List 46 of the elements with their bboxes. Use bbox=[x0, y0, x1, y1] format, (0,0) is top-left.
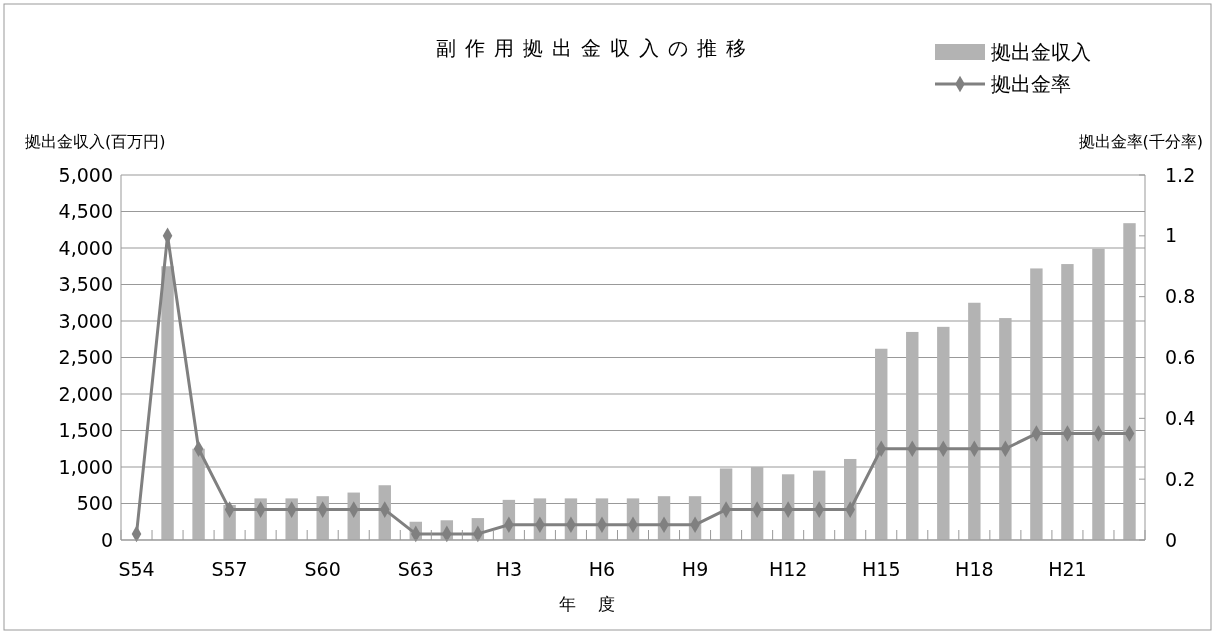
x-tick-label: H3 bbox=[495, 558, 523, 580]
y-tick-label: 2,500 bbox=[58, 346, 113, 369]
y-axis-title: 拠出金収入(百万円) bbox=[25, 132, 166, 151]
legend-label: 拠出金率 bbox=[991, 72, 1071, 96]
bar bbox=[968, 302, 981, 540]
y2-axis-title: 拠出金率(千分率) bbox=[1078, 132, 1203, 151]
x-tick-label: S57 bbox=[211, 558, 248, 580]
y-tick-label: 0 bbox=[100, 528, 113, 551]
y-tick-label: 3,000 bbox=[58, 309, 113, 332]
legend-label: 拠出金収入 bbox=[991, 40, 1091, 64]
bar bbox=[937, 326, 950, 540]
bar bbox=[1061, 264, 1074, 540]
x-tick-label: S63 bbox=[397, 558, 434, 580]
x-tick-label: S54 bbox=[118, 558, 155, 580]
bar bbox=[1092, 248, 1105, 540]
x-tick-label: H21 bbox=[1048, 558, 1087, 580]
x-tick-label: S60 bbox=[304, 558, 341, 580]
x-tick-label: H18 bbox=[955, 558, 994, 580]
y-tick-label: 500 bbox=[76, 492, 113, 515]
y2-tick-label: 0.6 bbox=[1165, 346, 1196, 369]
y2-tick-label: 0.4 bbox=[1165, 406, 1196, 429]
bar bbox=[192, 448, 205, 540]
bar bbox=[161, 266, 174, 540]
y-tick-label: 4,500 bbox=[58, 200, 113, 223]
bar bbox=[875, 348, 888, 540]
x-tick-label: H9 bbox=[681, 558, 709, 580]
bar bbox=[906, 331, 919, 540]
bar bbox=[1030, 268, 1043, 540]
y-tick-label: 3,500 bbox=[58, 273, 113, 296]
y-tick-label: 2,000 bbox=[58, 382, 113, 405]
y-tick-label: 1,000 bbox=[58, 455, 113, 478]
y-tick-label: 5,000 bbox=[58, 163, 113, 186]
y2-tick-label: 0.2 bbox=[1165, 467, 1196, 490]
x-tick-label: H6 bbox=[588, 558, 616, 580]
x-tick-label: H15 bbox=[862, 558, 901, 580]
bar bbox=[1123, 223, 1136, 540]
bar bbox=[999, 318, 1012, 540]
x-tick-label: H12 bbox=[768, 558, 808, 580]
y2-tick-label: 0.8 bbox=[1165, 285, 1196, 308]
y2-tick-label: 0 bbox=[1165, 528, 1178, 551]
y2-tick-label: 1.2 bbox=[1165, 163, 1196, 186]
y-tick-label: 4,000 bbox=[58, 236, 113, 259]
x-axis-title: 年度 bbox=[558, 594, 638, 614]
y2-tick-label: 1 bbox=[1165, 224, 1178, 247]
y-tick-label: 1,500 bbox=[58, 419, 113, 442]
chart-title: 副作用拠出金収入の推移 bbox=[435, 36, 755, 60]
